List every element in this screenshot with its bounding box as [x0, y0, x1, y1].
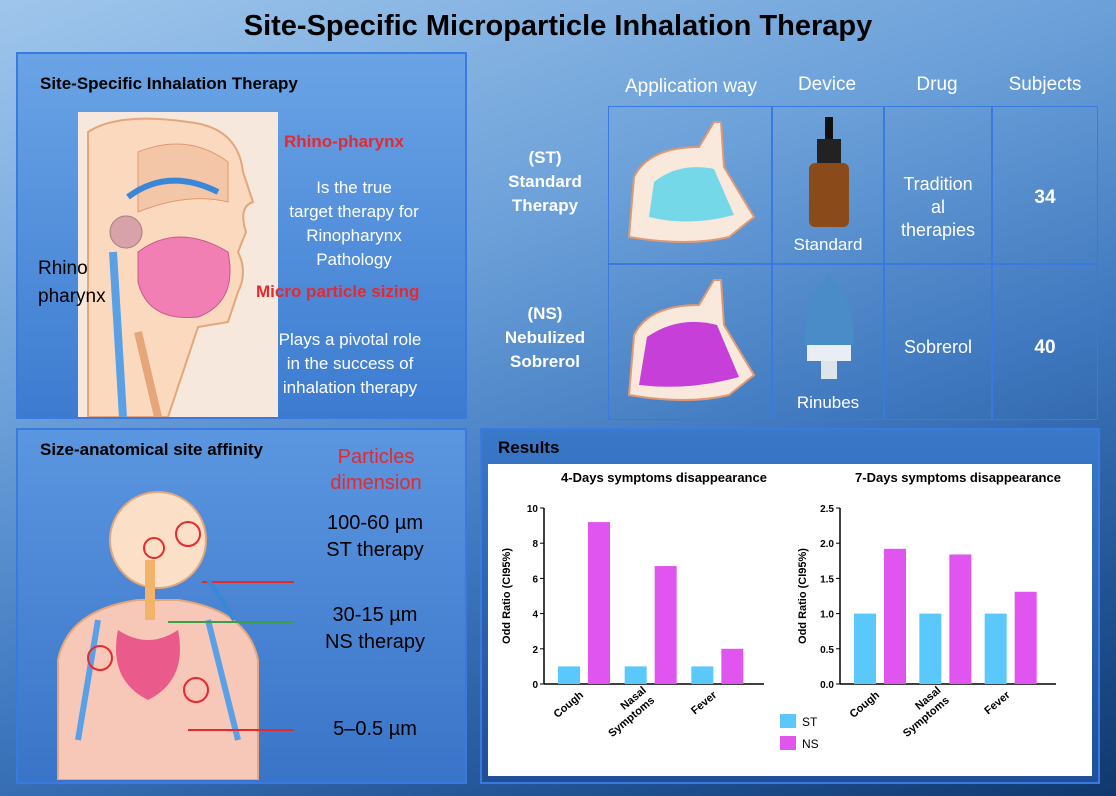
bar-ns	[654, 566, 677, 684]
dropper-bottle-icon	[809, 117, 849, 227]
rhino-text: Is the true target therapy for Rinopharyn…	[289, 178, 419, 269]
cell-st-subjects: 34	[992, 106, 1098, 264]
y-tick-label: 6	[532, 574, 538, 585]
chart-title: 7-Days symptoms disappearance	[855, 470, 1061, 485]
header-device: Device	[797, 74, 857, 95]
header-drug: Drug	[916, 74, 958, 95]
bar-st	[624, 666, 647, 684]
legend-swatch-st	[780, 714, 796, 728]
header-application-way: Application way	[624, 76, 758, 97]
nebulizer-icon	[804, 273, 854, 379]
nose-illustration-ns	[627, 279, 756, 401]
cell-ns-device: Rinubes	[772, 264, 884, 420]
size-ns: 30-15 µm NS therapy	[324, 604, 426, 653]
device-rinubes-label: Rinubes	[796, 393, 860, 412]
device-standard-label: Standard	[793, 235, 863, 254]
bar-st	[854, 613, 876, 684]
subjects-ns: 40	[1034, 337, 1056, 358]
x-tick-label: NasalSymptoms	[598, 685, 657, 740]
bar-ns	[721, 648, 744, 684]
y-tick-label: 0	[532, 680, 538, 691]
results-charts: 4-Days symptoms disappearance 0 2 4 6 8 10 Odd …	[501, 470, 1061, 751]
subjects-st: 34	[1034, 187, 1056, 208]
cell-st-device: Standard	[772, 106, 884, 264]
drug-st-line3: therapies	[900, 220, 976, 240]
panel-size-affinity: Size-anatomical site affinity Particles d…	[16, 428, 467, 784]
bar-st	[919, 613, 942, 684]
bar-st	[558, 666, 580, 684]
x-tick-label: Fever	[689, 689, 720, 718]
y-tick-label: 4	[532, 610, 538, 621]
panel-results: Results 4-Days symptoms disappearance 0 2 4…	[480, 428, 1100, 784]
particles-dimension: Particles dimension	[330, 446, 422, 494]
y-tick-label: 1.0	[820, 610, 834, 621]
head-anatomy-illustration	[78, 112, 278, 417]
y-axis-label: Odd Ratio (CI95%)	[797, 548, 809, 644]
panel-site-specific: Site-Specific Inhalation Therapy Rhino p…	[16, 52, 467, 419]
label-pharynx: pharynx	[38, 286, 106, 307]
bar-ns	[588, 522, 610, 684]
size-st: 100-60 µm ST therapy	[326, 512, 424, 561]
row-label-st: (ST) Standard Therapy	[508, 148, 582, 215]
y-tick-label: 2.0	[820, 539, 834, 550]
cell-ns-subjects: 40	[992, 264, 1098, 420]
bar-st	[691, 666, 714, 684]
x-tick-label: Cough	[552, 689, 587, 721]
results-heading: Results	[498, 438, 560, 457]
bar-st	[984, 613, 1007, 684]
results-chart-area: 4-Days symptoms disappearance 0 2 4 6 8 10 Odd …	[488, 464, 1092, 776]
y-tick-label: 2.5	[820, 504, 834, 515]
y-tick-label: 1.5	[820, 574, 834, 585]
cell-ns-drug: Sobrerol	[884, 264, 992, 420]
x-tick-label: Cough	[848, 689, 883, 721]
cell-st-drug: Tradition al therapies	[884, 106, 992, 264]
cell-ns-application	[608, 264, 772, 420]
y-tick-label: 0.5	[820, 645, 834, 656]
label-rhino: Rhino	[38, 258, 88, 279]
micro-particle-heading: Micro particle sizing	[256, 282, 420, 301]
bar-ns	[884, 548, 906, 684]
drug-ns: Sobrerol	[903, 337, 973, 357]
y-tick-label: 8	[532, 539, 538, 550]
row-label-ns: (NS) Nebulized Sobrerol	[504, 304, 586, 371]
y-tick-label: 0.0	[820, 680, 834, 691]
nose-illustration-st	[627, 121, 756, 243]
bar-ns	[949, 554, 972, 684]
chart-title: 4-Days symptoms disappearance	[561, 470, 767, 485]
size-small: 5–0.5 µm	[333, 718, 417, 740]
y-tick-label: 2	[532, 645, 538, 656]
rhino-pharynx-heading: Rhino-pharynx	[284, 132, 404, 151]
micro-text: Plays a pivotal role in the success of in…	[278, 330, 422, 397]
body-anatomy-illustration	[57, 491, 294, 780]
legend-swatch-ns	[780, 736, 796, 750]
drug-st-line1: Tradition	[903, 174, 973, 194]
y-tick-label: 10	[527, 504, 539, 515]
panel-heading: Site-Specific Inhalation Therapy	[40, 74, 298, 93]
cell-st-application	[608, 106, 772, 264]
panel-heading: Size-anatomical site affinity	[40, 440, 263, 459]
x-tick-label: Fever	[982, 689, 1013, 718]
x-tick-label: NasalSymptoms	[893, 685, 952, 740]
drug-st-line2: al	[930, 197, 945, 217]
legend-label-ns: NS	[802, 737, 819, 751]
y-axis-label: Odd Ratio (CI95%)	[501, 548, 513, 644]
header-subjects: Subjects	[1008, 74, 1082, 95]
legend-label-st: ST	[802, 715, 818, 729]
page-title: Site-Specific Microparticle Inhalation T…	[243, 10, 873, 42]
bar-ns	[1014, 591, 1037, 684]
